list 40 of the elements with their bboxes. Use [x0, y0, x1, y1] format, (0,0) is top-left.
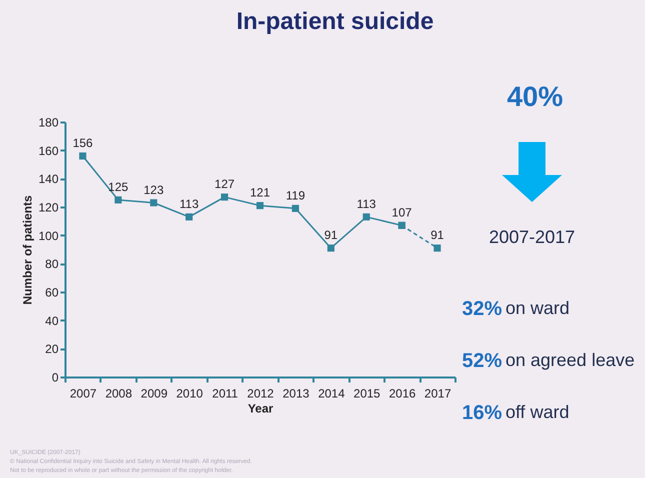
x-tick-label: 2011 — [212, 386, 238, 400]
data-label: 91 — [430, 228, 444, 242]
x-tick-label: 2010 — [176, 386, 204, 400]
x-tick-label: 2016 — [388, 386, 416, 400]
y-tick-label: 120 — [38, 200, 59, 214]
x-tick-label: 2014 — [318, 386, 346, 400]
data-label: 113 — [356, 196, 376, 211]
y-tick-label: 160 — [38, 144, 59, 158]
text: 16% off ward — [462, 402, 570, 424]
text: 40% — [506, 81, 564, 112]
data-label: 121 — [250, 186, 270, 200]
x-tick-label: 2015 — [354, 386, 381, 400]
text: 2007-2017 — [488, 227, 576, 247]
data-label: 119 — [286, 188, 306, 202]
data-label: 156 — [72, 136, 94, 150]
y-tick-label: 140 — [38, 172, 59, 186]
chart-title: In-patient suicide — [236, 8, 434, 35]
data-label: 125 — [108, 180, 129, 194]
x-tick-label: 2007 — [70, 386, 97, 400]
text: 32% on ward — [462, 298, 570, 320]
data-label: 127 — [214, 177, 235, 192]
y-tick-label: 180 — [38, 116, 59, 130]
x-tick-label: 2009 — [140, 386, 168, 400]
text: 52% on agreed leave — [462, 350, 635, 372]
x-tick-label: 2017 — [424, 386, 452, 400]
y-tick-label: 20 — [45, 342, 59, 356]
x-axis-title: Year — [248, 402, 274, 416]
y-tick-label: 0 — [52, 370, 59, 384]
y-axis-title: Number of patients — [20, 195, 34, 305]
y-tick-label: 40 — [45, 314, 59, 328]
data-label: 113 — [180, 196, 199, 211]
x-tick-label: 2012 — [247, 386, 274, 400]
y-tick-label: 100 — [38, 228, 59, 243]
x-tick-label: 2013 — [282, 386, 310, 400]
y-tick-label: 60 — [45, 286, 59, 300]
data-label: 107 — [392, 205, 412, 220]
data-label: 123 — [144, 182, 164, 197]
x-tick-label: 2008 — [105, 386, 132, 400]
data-label: 91 — [324, 228, 338, 242]
y-tick-label: 80 — [45, 257, 59, 272]
